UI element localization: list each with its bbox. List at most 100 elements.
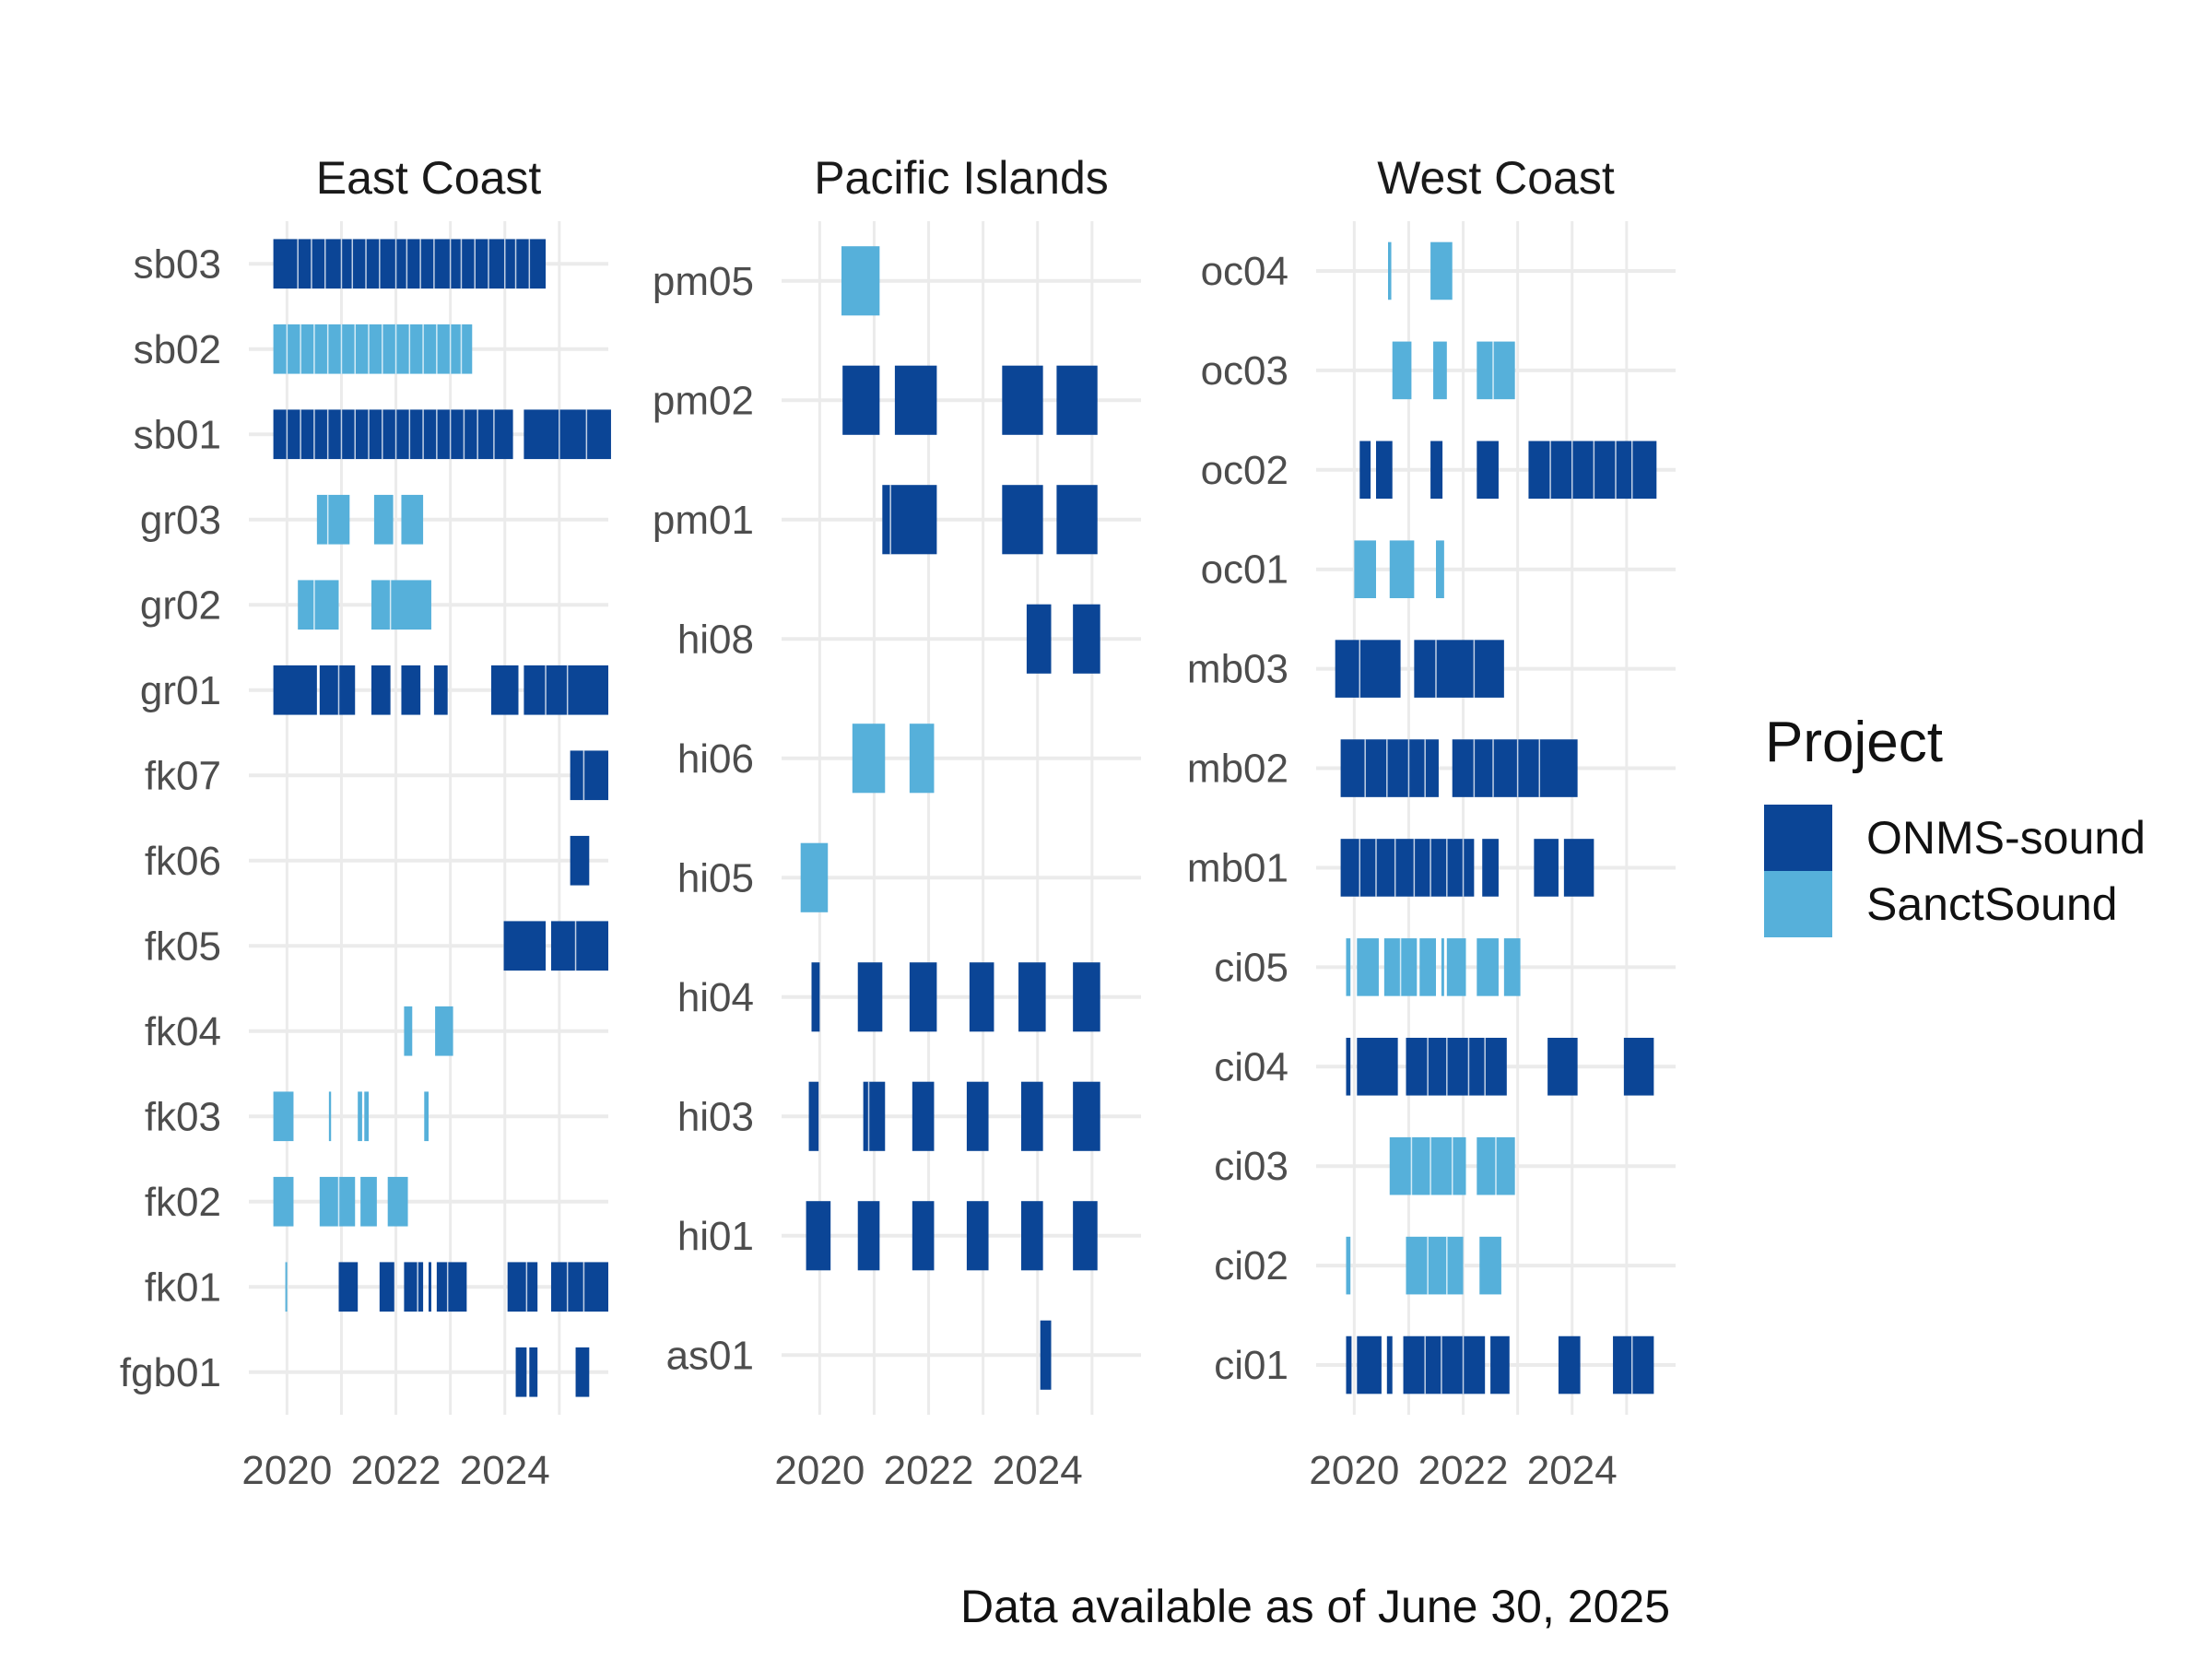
deployment-bar-hi01 — [806, 1201, 831, 1271]
deployment-bar-gr02 — [371, 580, 431, 630]
deployment-bar-pm02 — [1056, 365, 1098, 435]
deployment-bar-hi04 — [857, 962, 883, 1032]
facet-title: West Coast — [1377, 152, 1615, 204]
deployment-bar-oc02 — [1359, 441, 1371, 500]
deployment-bar-ci05 — [1346, 938, 1351, 996]
deployment-bar-oc01 — [1436, 540, 1444, 599]
x-tick-label: 2020 — [1309, 1448, 1399, 1493]
facet-pacific-islands: Pacific Islands pm05 pm02 pm01 hi08 hi06 hi05 h… — [653, 152, 1141, 1493]
deployment-bar-fk01 — [507, 1262, 538, 1312]
x-tick-label: 2020 — [241, 1448, 332, 1493]
site-label-hi04: hi04 — [677, 975, 754, 1020]
deployment-bar-gr01 — [490, 665, 519, 715]
facet-title: Pacific Islands — [814, 152, 1109, 204]
deployment-bar-pm01 — [882, 485, 937, 555]
legend-label-onms-sound: ONMS-sound — [1866, 812, 2146, 864]
site-label-sb01: sb01 — [134, 412, 221, 457]
deployment-bar-hi03 — [863, 1081, 886, 1151]
site-label-pm02: pm02 — [653, 378, 754, 423]
x-tick-label: 2022 — [884, 1448, 974, 1493]
deployment-bar-hi04 — [909, 962, 937, 1032]
deployment-bar-oc04 — [1430, 241, 1453, 300]
deployment-bar-hi04 — [1018, 962, 1046, 1032]
facet-title: East Coast — [316, 152, 542, 204]
site-label-hi01: hi01 — [677, 1214, 754, 1259]
deployment-bar-fk02 — [273, 1176, 294, 1227]
deployment-bar-ci01 — [1357, 1335, 1382, 1394]
deployment-bar-hi03 — [1073, 1081, 1100, 1151]
legend-label-sanctsound: SanctSound — [1866, 878, 2117, 930]
deployment-bar-fk03 — [273, 1091, 294, 1142]
deployment-bar-hi01 — [966, 1201, 989, 1271]
legend: Project ONMS-sound SanctSound — [1764, 711, 2146, 937]
site-label-fk06: fk06 — [145, 839, 221, 884]
deployment-bar-gr01 — [273, 665, 317, 715]
deployment-bar-ci01 — [1386, 1335, 1393, 1394]
deployment-bar-mb02 — [1452, 739, 1578, 797]
deployment-bar-pm02 — [842, 365, 880, 435]
site-label-fgb01: fgb01 — [120, 1350, 221, 1395]
deployment-bar-fk02 — [319, 1176, 356, 1227]
deployment-bar-mb03 — [1414, 640, 1504, 698]
site-label-mb02: mb02 — [1187, 747, 1288, 792]
facet-east-coast: East Coast sb03 sb02 sb01 gr03 gr02 gr01 fk07 fk… — [120, 152, 611, 1493]
deployment-bar-hi06 — [909, 724, 935, 794]
site-label-fk02: fk02 — [145, 1180, 221, 1225]
deployment-bar-hi04 — [969, 962, 994, 1032]
deployment-bar-fk01 — [338, 1262, 359, 1312]
deployment-bar-fgb01 — [515, 1347, 527, 1397]
deployment-bar-ci04 — [1357, 1037, 1398, 1096]
deployment-bar-oc04 — [1388, 241, 1392, 300]
deployment-bar-oc02 — [1528, 441, 1657, 500]
deployment-bar-hi01 — [1073, 1201, 1098, 1271]
deployment-bar-oc02 — [1376, 441, 1393, 500]
deployment-bar-hi06 — [852, 724, 886, 794]
deployment-bar-fk02 — [360, 1176, 377, 1227]
legend-swatch-onms-sound — [1764, 805, 1832, 871]
deployment-bar-as01 — [1040, 1320, 1052, 1390]
site-label-hi03: hi03 — [677, 1094, 754, 1139]
deployment-bar-fk03 — [358, 1091, 362, 1142]
deployment-bar-fk03 — [364, 1091, 369, 1142]
site-label-pm01: pm01 — [653, 498, 754, 543]
deployment-bar-oc03 — [1392, 341, 1412, 400]
deployment-bar-gr01 — [371, 665, 391, 715]
legend-title: Project — [1765, 711, 1943, 774]
site-label-ci04: ci04 — [1214, 1044, 1288, 1089]
deployment-bar-ci03 — [1389, 1136, 1466, 1195]
deployment-bar-fk03 — [328, 1091, 332, 1142]
deployment-bar-fk05 — [503, 921, 547, 971]
deployment-bar-fk06 — [570, 835, 590, 886]
deployment-bar-fk02 — [387, 1176, 408, 1227]
site-label-oc04: oc04 — [1201, 249, 1288, 294]
deployment-bar-ci01 — [1558, 1335, 1581, 1394]
site-label-ci05: ci05 — [1214, 945, 1288, 990]
site-label-hi05: hi05 — [677, 855, 754, 900]
deployment-bar-hi01 — [857, 1201, 880, 1271]
deployment-bar-fgb01 — [529, 1347, 538, 1397]
chart-caption: Data available as of June 30, 2025 — [960, 1581, 1670, 1632]
deployment-bar-fk01 — [379, 1262, 394, 1312]
deployment-bar-pm02 — [894, 365, 937, 435]
deployment-bar-ci04 — [1406, 1037, 1507, 1096]
deployment-bar-oc01 — [1389, 540, 1415, 599]
site-label-fk01: fk01 — [145, 1265, 221, 1310]
site-label-ci03: ci03 — [1214, 1144, 1288, 1189]
site-label-hi06: hi06 — [677, 736, 754, 782]
deployment-bar-ci04 — [1547, 1037, 1578, 1096]
deployment-bar-pm01 — [1002, 485, 1043, 555]
deployment-bar-fgb01 — [575, 1347, 590, 1397]
deployment-bar-fk01 — [550, 1262, 608, 1312]
site-label-sb03: sb03 — [134, 241, 221, 287]
deployment-bar-ci01 — [1403, 1335, 1486, 1394]
deployment-bar-gr03 — [316, 494, 350, 545]
deployment-bar-hi01 — [912, 1201, 935, 1271]
deployment-bar-hi03 — [912, 1081, 935, 1151]
deployment-bar-hi04 — [811, 962, 820, 1032]
deployment-bar-fk04 — [435, 1006, 453, 1056]
deployment-bar-mb02 — [1340, 739, 1439, 797]
deployment-bar-hi08 — [1026, 604, 1052, 674]
deployment-bar-ci05 — [1357, 938, 1379, 996]
deployment-bar-ci05 — [1419, 938, 1436, 996]
deployment-bar-oc02 — [1477, 441, 1499, 500]
